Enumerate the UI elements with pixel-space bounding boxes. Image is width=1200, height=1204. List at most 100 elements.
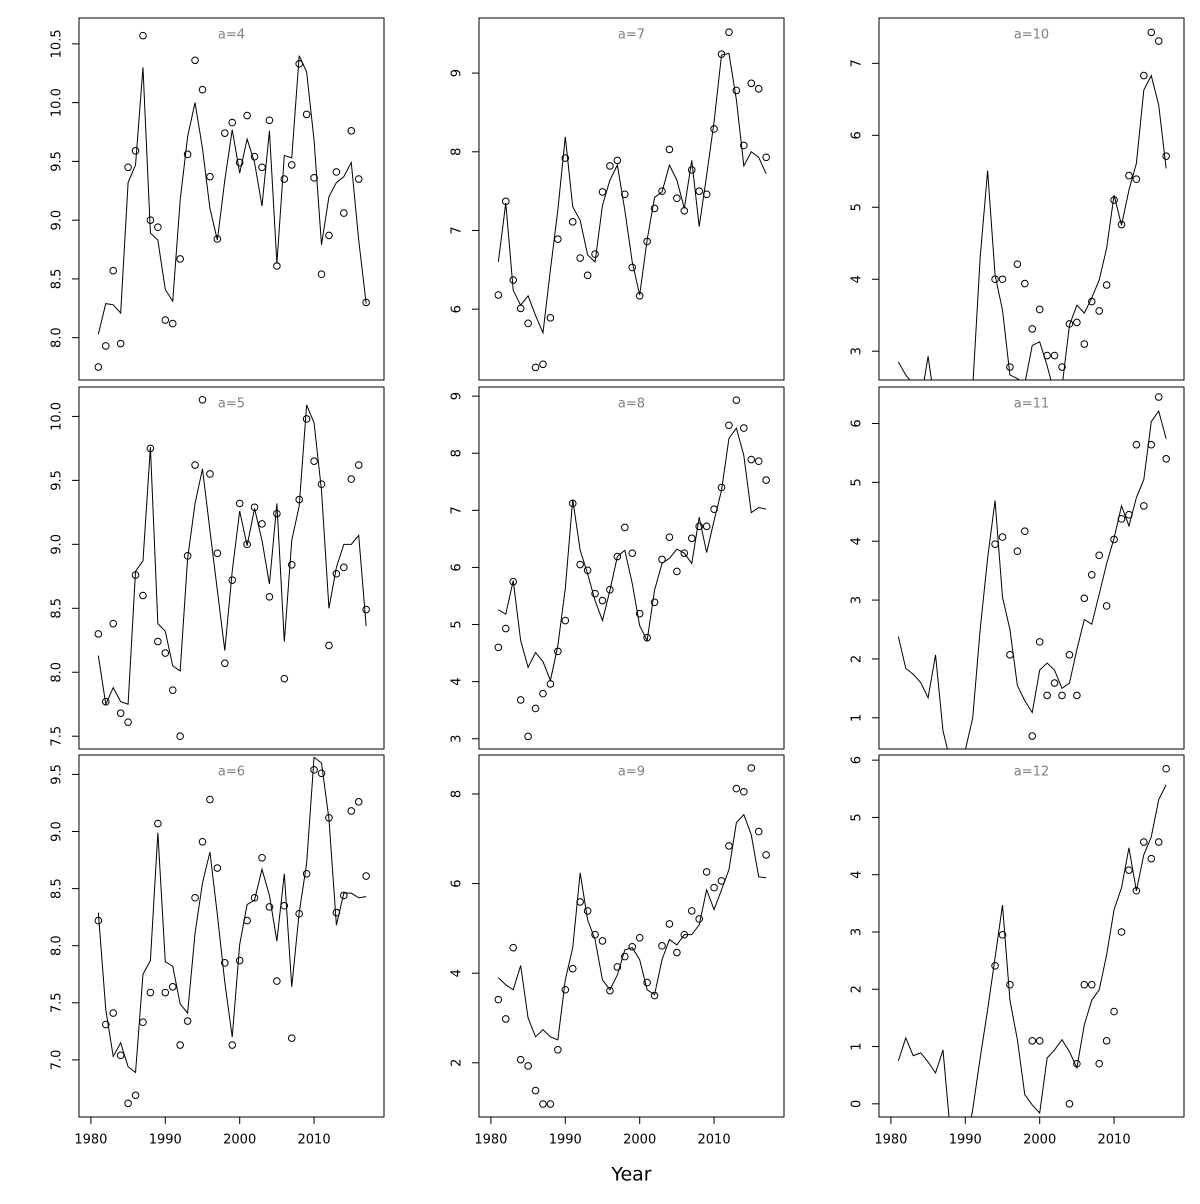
data-point [287, 161, 296, 169]
data-point [531, 1086, 540, 1095]
plot-area [494, 396, 770, 741]
data-point [687, 534, 696, 543]
data-point [613, 156, 622, 165]
data-point [1043, 691, 1051, 700]
data-point [310, 766, 318, 774]
fitted-line [97, 55, 367, 335]
panel-title: a=8 [618, 397, 645, 412]
data-point [1087, 570, 1096, 579]
data-point [1117, 928, 1126, 936]
data-point [265, 116, 274, 125]
panel-title: a=5 [218, 397, 245, 412]
y-tick-label: 2 [450, 1059, 465, 1067]
y-tick-label: 10.5 [50, 29, 65, 58]
fitted-line [897, 74, 1167, 380]
data-point [332, 569, 341, 578]
data-point [762, 851, 770, 859]
panel: 2 4 6 8 1980 1990 2000 2010 Year a=9 [450, 754, 785, 1186]
data-point [598, 188, 607, 196]
data-point [1050, 679, 1059, 687]
data-point [665, 533, 674, 541]
fitted-line [897, 784, 1167, 1117]
panel-frame [878, 17, 1185, 381]
data-point [583, 907, 592, 915]
panel-frame [478, 17, 785, 381]
data-point [310, 174, 318, 182]
x-tick-label: 1980 [74, 1133, 107, 1148]
data-point [695, 915, 703, 923]
y-tick-label: 6 [850, 131, 865, 139]
data-point [183, 1017, 192, 1025]
data-point [131, 147, 140, 155]
plot-area [494, 28, 770, 372]
data-point [501, 624, 510, 633]
data-point [183, 150, 192, 159]
data-point [531, 363, 540, 372]
data-point [1125, 866, 1133, 874]
panel-title: a=10 [1014, 28, 1049, 43]
y-tick-label: 7.0 [50, 1050, 65, 1071]
y-tick-label: 5 [850, 203, 865, 211]
data-point [643, 978, 651, 987]
data-point [243, 111, 251, 120]
y-tick-label: 2 [850, 985, 865, 993]
data-point [116, 1051, 125, 1060]
panel: 6 7 8 9 a=7 [450, 17, 785, 381]
data-point [546, 314, 555, 322]
y-tick-label: 3 [850, 596, 865, 604]
panel: 0 1 2 3 4 5 6 1980 1990 2000 2010 a=12 [850, 754, 1185, 1148]
data-point [1154, 838, 1163, 846]
data-point [695, 187, 703, 195]
data-point [747, 764, 756, 772]
data-point [302, 110, 311, 119]
data-point [124, 163, 132, 172]
panel-title: a=11 [1014, 397, 1049, 412]
plot-area [94, 31, 370, 371]
data-point [340, 563, 348, 572]
data-point [1125, 171, 1133, 180]
data-point [725, 842, 733, 850]
data-point [161, 988, 170, 997]
fitted-line [97, 756, 367, 1074]
panel-frame [78, 386, 385, 750]
data-point [1080, 340, 1089, 348]
data-point [1035, 1037, 1044, 1045]
x-tick-label: 1980 [874, 1133, 907, 1148]
data-point [191, 56, 199, 65]
data-point [1058, 363, 1066, 371]
data-point [1006, 363, 1014, 371]
data-point [258, 163, 266, 172]
data-point [621, 190, 629, 199]
data-point [109, 266, 118, 275]
data-point [258, 853, 266, 862]
data-point [287, 561, 296, 569]
data-point [1095, 551, 1103, 560]
panel: 3 4 5 6 7 a=10 [850, 17, 1185, 381]
data-point [1154, 393, 1163, 401]
fitted-line [497, 52, 767, 335]
data-point [539, 1100, 547, 1108]
y-tick-label: 8 [450, 790, 465, 798]
data-point [213, 235, 222, 243]
data-point [228, 1041, 237, 1049]
data-point [302, 415, 311, 423]
y-tick-label: 4 [850, 871, 865, 879]
y-tick-label: 5 [450, 620, 465, 628]
data-point [1035, 305, 1044, 314]
y-tick-label: 3 [850, 347, 865, 355]
y-tick-label: 6 [450, 305, 465, 313]
plot-area [94, 395, 370, 741]
y-tick-label: 4 [850, 275, 865, 283]
data-point [747, 455, 756, 464]
data-point [191, 893, 199, 902]
data-point [109, 619, 118, 628]
data-point [539, 689, 547, 698]
y-tick-label: 8.5 [50, 269, 65, 290]
y-tick-label: 6 [450, 563, 465, 571]
data-point [998, 275, 1007, 284]
x-tick-label: 1990 [549, 1133, 582, 1148]
data-point [124, 1099, 132, 1108]
data-point [702, 522, 711, 531]
data-point [340, 891, 348, 900]
data-point [325, 231, 333, 240]
